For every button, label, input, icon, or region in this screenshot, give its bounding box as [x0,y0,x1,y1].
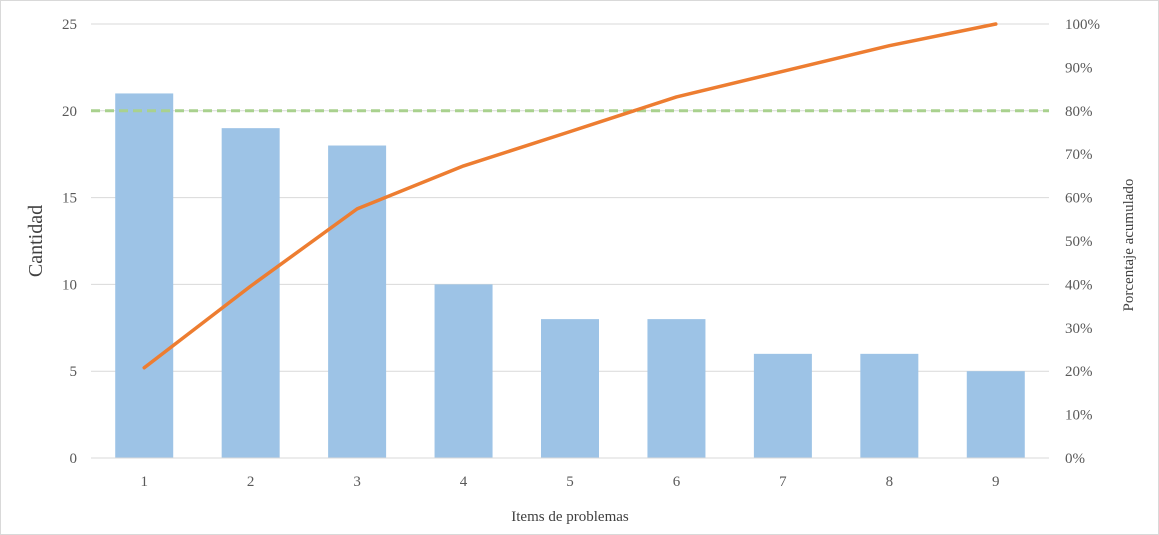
y-axis-title: Cantidad [25,205,47,277]
y2-tick-label: 90% [1065,60,1093,76]
y-tick-label: 15 [62,191,77,207]
bar-item-4 [434,284,493,458]
y-tick-label: 25 [62,17,77,33]
y2-tick-label: 0% [1065,451,1085,467]
y-tick-label: 20 [62,104,77,120]
bar-item-3 [328,145,387,458]
y-tick-label: 0 [70,451,78,467]
bar-item-7 [753,353,812,458]
bar-item-6 [647,319,706,458]
x-tick-label: 1 [140,474,148,490]
bar-item-2 [221,128,280,458]
cumulative-percentage-line [142,22,998,370]
x-tick-label: 3 [353,474,361,490]
x-axis-ticks: 1 2 3 4 5 6 7 8 9 [140,474,999,490]
y2-tick-label: 20% [1065,364,1093,380]
x-tick-label: 6 [673,474,681,490]
y2-tick-label: 30% [1065,321,1093,337]
y2-tick-label: 80% [1065,104,1093,120]
x-axis-title: Items de problemas [511,509,629,525]
y2-tick-label: 40% [1065,277,1093,293]
x-tick-label: 2 [247,474,255,490]
right-axis-ticks: 0% 10% 20% 30% 40% 50% 60% 70% 80% 90% 100% [1065,17,1100,467]
y-tick-label: 5 [70,364,78,380]
x-tick-label: 7 [779,474,787,490]
bar-item-1 [115,93,174,458]
y2-tick-label: 70% [1065,147,1093,163]
x-tick-label: 5 [566,474,574,490]
bar-item-8 [860,353,919,458]
y2-tick-label: 100% [1065,17,1100,33]
bar-series [115,93,1025,458]
left-axis-ticks: 0 5 10 15 20 25 [62,17,77,467]
y-tick-label: 10 [62,277,77,293]
x-tick-label: 4 [460,474,468,490]
y2-tick-label: 10% [1065,408,1093,424]
bar-item-9 [966,371,1025,458]
x-tick-label: 9 [992,474,1000,490]
y2-tick-label: 50% [1065,234,1093,250]
y2-tick-label: 60% [1065,191,1093,207]
bar-item-5 [541,319,599,458]
y2-axis-title: Porcentaje acumulado [1121,179,1137,312]
x-tick-label: 8 [886,474,894,490]
